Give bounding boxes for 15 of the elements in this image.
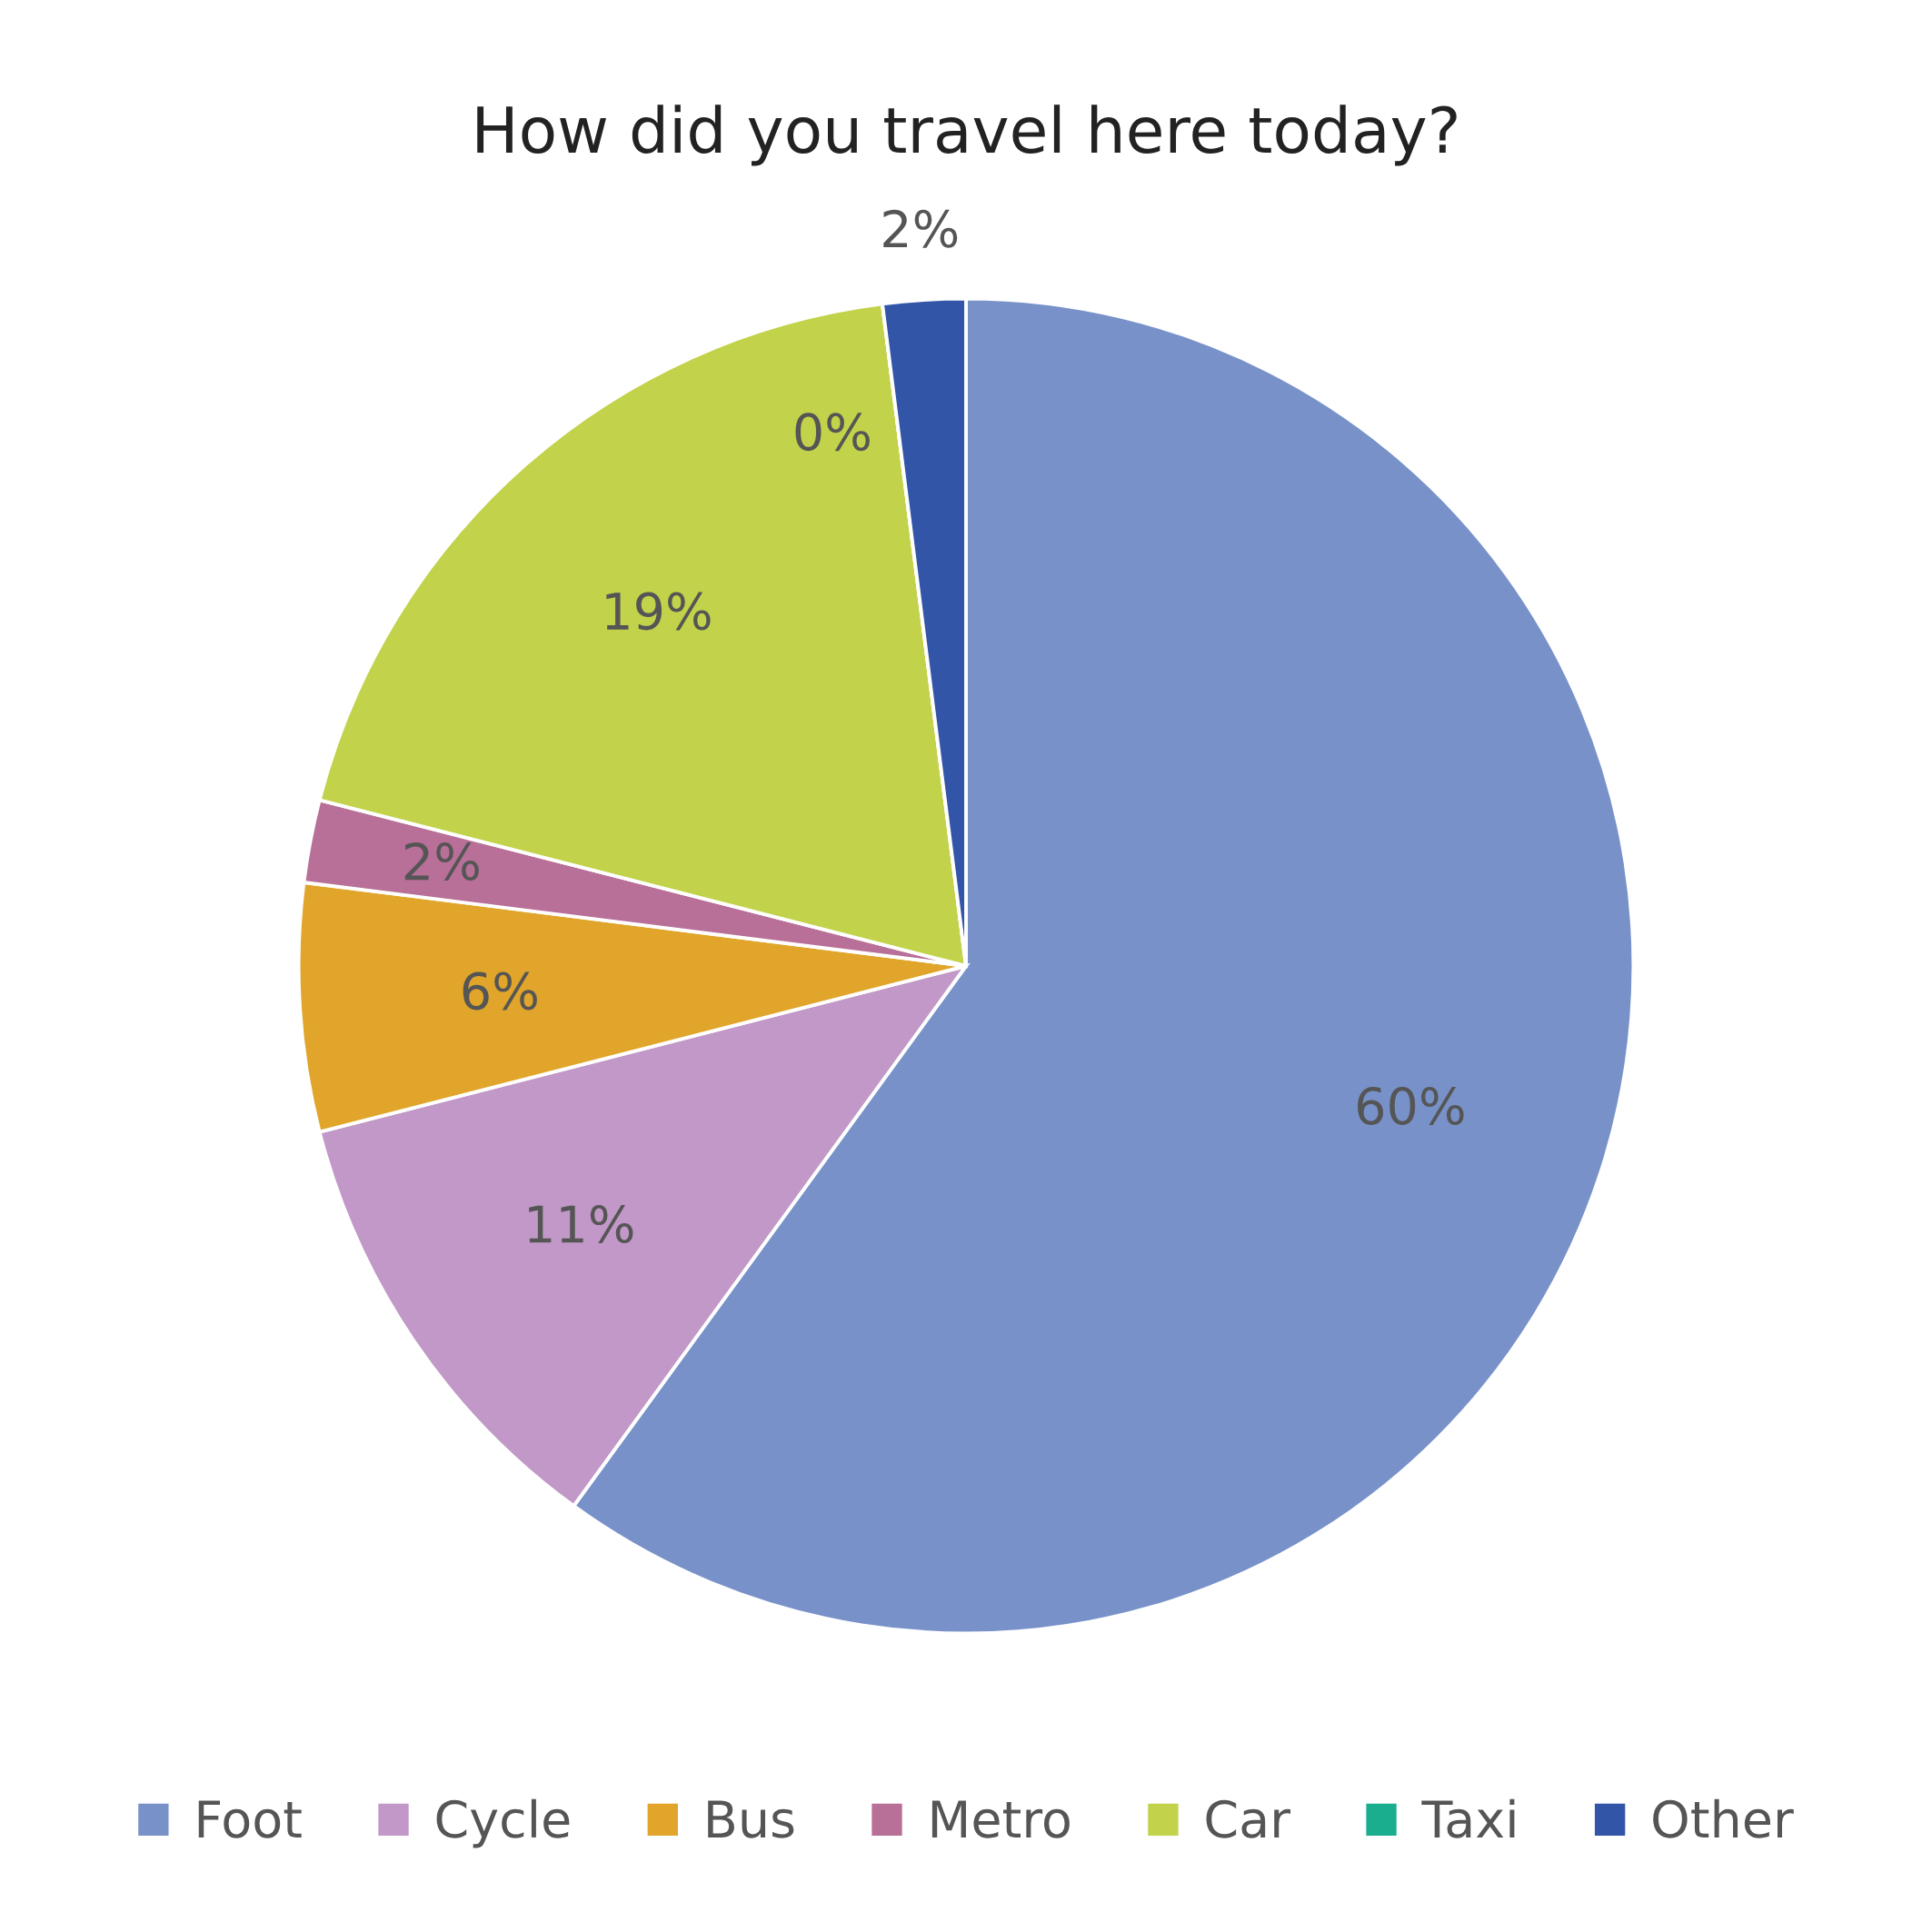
data-label: 2% — [404, 842, 479, 881]
legend-label: Cycle — [436, 1798, 570, 1848]
data-label: 6% — [463, 971, 537, 1011]
legend-label: Metro — [931, 1800, 1070, 1838]
legend-label: Bus — [708, 1800, 794, 1838]
chart-title: How did you travel here today? — [477, 105, 1457, 166]
legend-label: Other — [1653, 1798, 1794, 1838]
legend-label: Taxi — [1421, 1798, 1515, 1838]
data-label: 60% — [1358, 1086, 1464, 1125]
legend-label: Foot — [198, 1800, 302, 1838]
data-label: 19% — [606, 592, 711, 631]
data-label: 11% — [529, 1205, 633, 1244]
text: 0% — [795, 413, 870, 452]
legend-label: Car — [1206, 1799, 1291, 1838]
data-label: 2% — [883, 209, 958, 248]
